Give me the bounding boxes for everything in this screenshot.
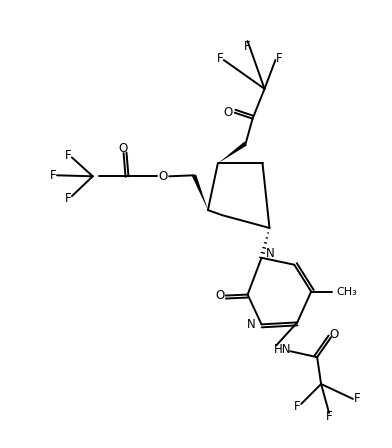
- Text: N: N: [247, 318, 256, 331]
- Text: O: O: [118, 142, 127, 155]
- Polygon shape: [192, 174, 208, 210]
- Text: F: F: [294, 401, 301, 414]
- Polygon shape: [218, 142, 247, 164]
- Text: F: F: [50, 169, 56, 182]
- Text: F: F: [216, 52, 223, 65]
- Text: F: F: [354, 392, 360, 405]
- Text: O: O: [223, 106, 232, 119]
- Text: F: F: [326, 410, 332, 423]
- Text: HN: HN: [274, 343, 291, 356]
- Text: F: F: [65, 149, 71, 162]
- Text: O: O: [159, 170, 168, 183]
- Text: CH₃: CH₃: [336, 287, 357, 297]
- Text: O: O: [329, 328, 339, 341]
- Text: F: F: [276, 52, 283, 65]
- Text: O: O: [215, 289, 225, 302]
- Text: F: F: [65, 192, 71, 205]
- Text: F: F: [244, 39, 251, 52]
- Text: N: N: [265, 247, 274, 260]
